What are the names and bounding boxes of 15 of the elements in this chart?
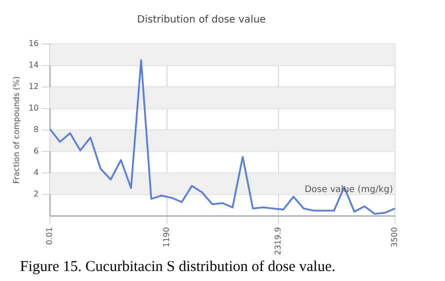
chart-title: Distribution of dose value xyxy=(137,14,266,26)
y-tick-label: 14 xyxy=(28,60,39,70)
caption: Figure 15. Cucurbitacin S distribution of dose value. xyxy=(20,258,336,276)
y-tick-label: 8 xyxy=(34,125,39,134)
y-axis-title: Fraction of compounds (%) xyxy=(12,76,21,184)
y-tick-label: 12 xyxy=(28,82,39,92)
x-tick-label: 3500 xyxy=(390,227,400,248)
y-tick-label: 4 xyxy=(34,168,39,178)
y-tick-label: 10 xyxy=(28,104,39,113)
y-tick-label: 2 xyxy=(34,190,39,199)
x-tick-label: 2319.9 xyxy=(274,227,283,256)
x-tick-label: 1190 xyxy=(162,227,172,248)
y-tick-label: 6 xyxy=(34,146,39,156)
y-tick-label: 16 xyxy=(28,39,39,48)
x-tick-label: 0.01 xyxy=(44,227,54,245)
